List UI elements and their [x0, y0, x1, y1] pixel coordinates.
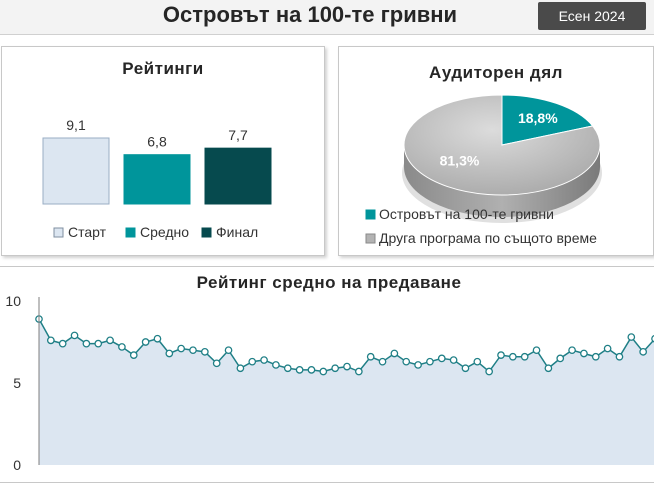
- share-title: Аудиторен дял: [429, 63, 563, 82]
- page-title: Островът на 100-те гривни: [162, 2, 458, 27]
- bar-3: [204, 147, 272, 205]
- y-tick-label: 5: [13, 375, 21, 391]
- bar-2: [123, 154, 191, 205]
- data-point: [189, 346, 197, 355]
- data-point: [437, 354, 446, 363]
- data-point: [94, 339, 103, 348]
- data-point: [260, 356, 268, 364]
- ratings-bar-chart: 9,1 6,8 7,7 Старт Средно Финал: [42, 117, 272, 240]
- data-point: [627, 333, 636, 341]
- data-point: [283, 364, 292, 373]
- pie-value-label: 81,3%: [440, 153, 480, 169]
- ratings-panel: Рейтинги 9,1 6,8 7,7 Старт Средно Финал: [1, 46, 325, 256]
- data-point: [153, 334, 162, 343]
- data-point: [200, 347, 209, 356]
- bar-1: [42, 137, 110, 205]
- data-point: [426, 357, 434, 366]
- data-point: [603, 344, 612, 353]
- legend-swatch: [365, 209, 376, 220]
- share-panel: Аудиторен дял 18,8% 81,3% Островът на 100-…: [338, 46, 654, 256]
- legend-swatch: [53, 227, 64, 238]
- data-point: [141, 338, 150, 346]
- data-point: [508, 352, 517, 361]
- legend-label: Финал: [216, 224, 258, 240]
- data-point: [414, 361, 422, 369]
- legend-label: Островът на 100-те гривни: [379, 206, 554, 222]
- data-point: [58, 339, 67, 348]
- data-point: [473, 357, 482, 366]
- episode-title: Рейтинг средно на предаване: [196, 273, 462, 292]
- data-point: [485, 367, 494, 376]
- data-point: [378, 357, 387, 366]
- data-point: [556, 354, 565, 363]
- legend-label: Друга програма по същото време: [379, 230, 597, 246]
- bar-value-label: 7,7: [228, 127, 248, 143]
- area-fill: [39, 319, 654, 465]
- data-point: [651, 335, 654, 343]
- data-point: [354, 367, 363, 376]
- episode-panel: Рейтинг средно на предаване 10 5 0: [0, 266, 654, 483]
- pie-slice-2: [403, 94, 601, 196]
- data-point: [639, 347, 648, 356]
- legend-label: Старт: [68, 224, 107, 240]
- bar-value-label: 6,8: [147, 134, 167, 150]
- bar-value-label: 9,1: [66, 117, 86, 133]
- episode-area-chart: 10 5 0: [5, 293, 654, 473]
- data-point: [532, 346, 541, 355]
- legend-swatch: [125, 227, 136, 238]
- season-badge: Есен 2024: [538, 2, 646, 30]
- data-point: [307, 366, 316, 374]
- data-point: [248, 357, 257, 366]
- data-point: [615, 352, 624, 361]
- data-point: [366, 352, 375, 361]
- data-point: [46, 336, 55, 345]
- data-point: [82, 339, 91, 348]
- data-point: [319, 367, 328, 376]
- data-point: [591, 352, 600, 361]
- data-point: [224, 346, 233, 355]
- data-point: [70, 331, 79, 340]
- y-tick-label: 0: [13, 457, 21, 473]
- data-point: [236, 364, 245, 373]
- pie-value-label: 18,8%: [518, 110, 558, 126]
- y-tick-label: 10: [5, 293, 21, 309]
- ratings-title: Рейтинги: [122, 59, 204, 78]
- legend-swatch: [365, 233, 376, 244]
- data-point: [402, 357, 411, 366]
- data-point: [212, 359, 221, 368]
- data-point: [390, 349, 399, 358]
- data-point: [343, 362, 351, 371]
- data-point: [497, 351, 505, 359]
- title-bar: Островът на 100-те гривни Есен 2024: [0, 0, 654, 35]
- data-point: [580, 349, 588, 358]
- data-point: [331, 364, 340, 373]
- data-point: [165, 349, 174, 358]
- data-point: [520, 352, 529, 361]
- data-point: [461, 364, 470, 373]
- legend-label: Средно: [140, 224, 189, 240]
- data-point: [129, 351, 138, 359]
- data-point: [118, 343, 126, 351]
- pie-slice-1: [501, 94, 594, 146]
- data-point: [177, 344, 186, 353]
- data-point: [295, 366, 304, 374]
- data-point: [106, 336, 114, 345]
- data-point: [272, 361, 280, 369]
- data-point: [449, 356, 458, 364]
- data-point: [544, 364, 553, 373]
- data-point: [568, 346, 576, 355]
- share-pie-chart: 18,8% 81,3% Островът на 100-те гривни Друга…: [365, 94, 602, 246]
- legend-swatch: [201, 227, 212, 238]
